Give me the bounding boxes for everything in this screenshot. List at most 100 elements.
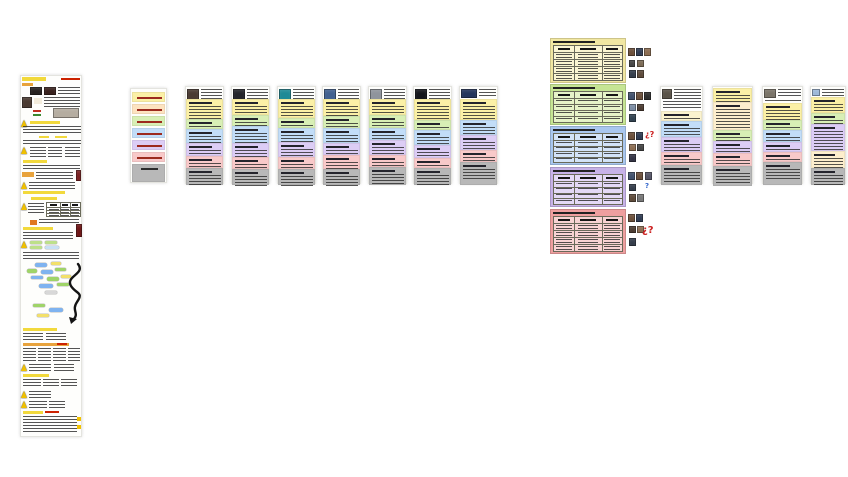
- profile-card-2[interactable]: [231, 86, 270, 186]
- profile-card-6[interactable]: [413, 86, 452, 185]
- text-block: [604, 158, 620, 161]
- text-block: [577, 141, 599, 144]
- table-header-label: [558, 94, 570, 96]
- section-title-line: [326, 146, 349, 148]
- text-block: [372, 147, 404, 155]
- section-title-line: [235, 129, 258, 131]
- section-blue: [278, 128, 315, 142]
- section-title-line: [189, 171, 212, 173]
- warning-triangle-icon: [21, 391, 27, 398]
- section-title-line: [553, 170, 595, 172]
- flow-node: [33, 304, 45, 307]
- table-grid-line: [554, 192, 622, 194]
- text-block: [604, 224, 620, 229]
- text-block: [463, 106, 495, 120]
- section-gray: [369, 167, 406, 185]
- section-title-line: [372, 143, 395, 145]
- photo-thumbnail: [629, 70, 636, 78]
- text-block: [189, 150, 221, 156]
- photo-thumbnail: [629, 144, 636, 151]
- text-block: [48, 211, 59, 214]
- section-green: [713, 130, 752, 141]
- table-header-label: [558, 48, 570, 50]
- left-notes-document[interactable]: [20, 75, 82, 437]
- section-purple: [763, 142, 802, 152]
- text-block: [58, 87, 80, 95]
- profile-card-1[interactable]: [185, 86, 224, 185]
- text-block: [604, 60, 620, 65]
- table-section-2[interactable]: [550, 84, 626, 125]
- section-pink: [278, 157, 315, 169]
- flow-node: [39, 284, 53, 288]
- table-header-label: [580, 136, 596, 138]
- text-block: [23, 333, 43, 341]
- text-block: [372, 106, 404, 115]
- section-title-line: [664, 140, 690, 142]
- summary-card-3[interactable]: [762, 86, 803, 185]
- criteria-table: [553, 133, 623, 163]
- section-title-line: [716, 91, 741, 93]
- table-header-label: [580, 48, 596, 50]
- text-block: [338, 89, 359, 99]
- section-blue: [323, 128, 360, 143]
- text-block: [46, 333, 66, 341]
- section-pink: [763, 152, 802, 162]
- text-block: [556, 105, 572, 109]
- summary-card-2[interactable]: [712, 86, 753, 186]
- section-title-line: [664, 168, 690, 170]
- profile-card-4[interactable]: [322, 86, 361, 186]
- photo-thumbnail: [636, 132, 643, 140]
- table-section-3[interactable]: [550, 126, 626, 165]
- section-blue: [186, 129, 223, 143]
- band-question-line: [136, 121, 163, 123]
- flow-node: [55, 268, 66, 271]
- text-block: [29, 182, 75, 189]
- table-section-4[interactable]: [550, 167, 626, 207]
- text-block: [556, 231, 572, 236]
- highlight-header: [23, 411, 43, 414]
- profile-card-5[interactable]: [368, 86, 407, 185]
- summary-card-4[interactable]: [810, 86, 846, 185]
- text-block: [604, 53, 620, 58]
- text-block: [23, 252, 79, 259]
- profile-card-3[interactable]: [277, 86, 316, 186]
- text-block: [577, 74, 599, 79]
- text-block: [463, 142, 495, 150]
- warning-triangle-icon: [21, 203, 27, 210]
- table-header-label: [558, 136, 570, 138]
- text-block: [29, 364, 51, 371]
- text-block: [23, 379, 41, 388]
- summary-card-1[interactable]: [660, 86, 703, 185]
- text-block: [463, 127, 495, 135]
- text-block: [429, 89, 450, 99]
- text-block: [814, 120, 843, 124]
- flow-node: [47, 277, 59, 281]
- section-title-line: [814, 127, 836, 129]
- table-section-5[interactable]: [550, 209, 626, 254]
- text-block: [556, 238, 572, 243]
- text-block: [372, 162, 404, 167]
- section-cream: [811, 151, 845, 168]
- table-section-1[interactable]: [550, 38, 626, 83]
- profile-card-7[interactable]: [459, 86, 498, 185]
- section-title-line: [417, 148, 440, 150]
- text-block: [23, 165, 80, 170]
- text-block: [822, 89, 844, 96]
- section-green: [763, 120, 802, 130]
- text-block: [604, 238, 620, 243]
- section-title-line: [326, 172, 349, 174]
- text-block: [48, 147, 62, 157]
- text-block: [71, 211, 79, 214]
- red-text-line: [45, 411, 59, 413]
- highlight-header: [23, 191, 65, 194]
- text-block: [189, 106, 221, 119]
- section-title-line: [326, 119, 349, 121]
- text-block: [556, 99, 572, 103]
- band-question-line: [136, 97, 163, 99]
- section-title-line: [463, 123, 486, 125]
- text-block: [766, 169, 800, 179]
- photo-thumbnail: [636, 48, 643, 56]
- legend-column-document[interactable]: [130, 88, 167, 183]
- text-block: [281, 149, 313, 157]
- text-block: [29, 391, 51, 398]
